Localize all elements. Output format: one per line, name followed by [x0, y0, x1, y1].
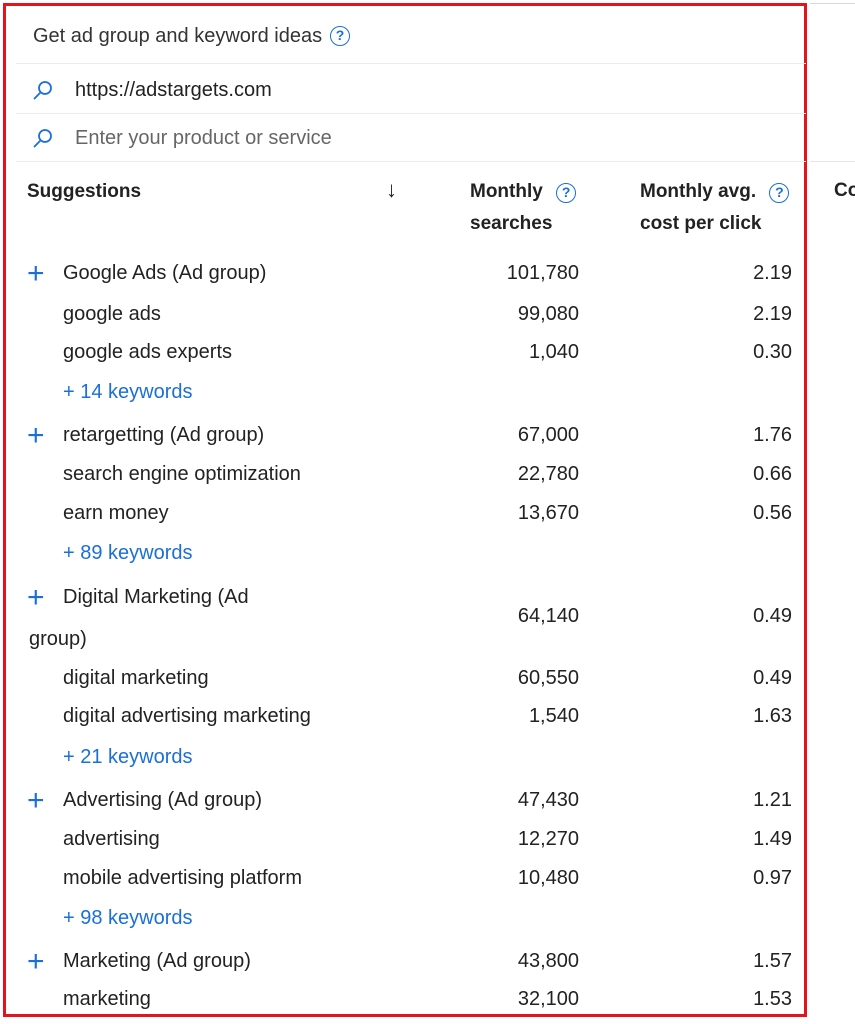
- search-icon: [16, 79, 56, 101]
- keyword-name[interactable]: earn money: [63, 502, 169, 524]
- add-icon[interactable]: +: [27, 945, 45, 978]
- column-header-avg-cpc[interactable]: Monthly avg. ? cost per click: [640, 176, 790, 240]
- avg-cpc: 2.19: [753, 262, 792, 284]
- avg-cpc: 0.66: [753, 463, 792, 485]
- keyword-name[interactable]: google ads experts: [63, 341, 233, 363]
- avg-cpc: 1.63: [753, 705, 792, 727]
- ad-group-name[interactable]: Advertising (Ad group): [63, 789, 262, 811]
- monthly-searches: 47,430: [517, 789, 579, 811]
- sort-down-icon[interactable]: ↓: [386, 177, 397, 202]
- monthly-searches: 32,100: [517, 988, 579, 1010]
- ad-group-name[interactable]: Google Ads (Ad group): [63, 262, 267, 284]
- avg-cpc: 1.76: [753, 424, 792, 446]
- monthly-searches: 101,780: [506, 262, 579, 284]
- more-keywords-link[interactable]: + 14 keywords: [63, 381, 193, 403]
- monthly-searches: 22,780: [517, 463, 579, 485]
- monthly-searches: 10,480: [517, 867, 579, 889]
- url-search-row[interactable]: https://adstargets.com: [16, 66, 806, 114]
- avg-cpc: 1.57: [753, 950, 792, 972]
- avg-cpc: 1.49: [753, 828, 792, 850]
- more-keywords-link[interactable]: + 21 keywords: [63, 746, 193, 768]
- monthly-searches: 64,140: [517, 605, 579, 627]
- help-icon[interactable]: ?: [330, 26, 351, 46]
- monthly-searches: 13,670: [517, 502, 579, 524]
- keyword-name[interactable]: search engine optimization: [63, 463, 301, 485]
- highlight-frame: [3, 3, 807, 1017]
- monthly-searches: 1,540: [528, 705, 579, 727]
- avg-cpc: 1.53: [753, 988, 792, 1010]
- ad-group-name[interactable]: Marketing (Ad group): [63, 950, 251, 972]
- search-icon: [16, 127, 56, 149]
- divider: [16, 113, 806, 114]
- monthly-searches: 12,270: [517, 828, 579, 850]
- column-header-label: Monthly: [470, 181, 543, 202]
- column-header-competition[interactable]: Co: [834, 180, 855, 201]
- monthly-searches: 60,550: [517, 667, 579, 689]
- monthly-searches: 1,040: [528, 341, 579, 363]
- ad-group-name[interactable]: Digital Marketing (Ad: [63, 586, 249, 608]
- more-keywords-link[interactable]: + 89 keywords: [63, 542, 193, 564]
- keyword-name[interactable]: google ads: [63, 303, 161, 325]
- help-icon[interactable]: ?: [556, 183, 577, 203]
- column-header-label: searches: [470, 213, 553, 234]
- ad-group-name[interactable]: retargetting (Ad group): [63, 424, 265, 446]
- keyword-name[interactable]: digital marketing: [63, 667, 209, 689]
- monthly-searches: 43,800: [517, 950, 579, 972]
- column-header-monthly-searches[interactable]: Monthly ? searches: [470, 176, 577, 240]
- ad-group-name-continued[interactable]: group): [29, 628, 87, 650]
- avg-cpc: 0.56: [753, 502, 792, 524]
- product-search-row[interactable]: [16, 114, 806, 162]
- column-header-suggestions[interactable]: Suggestions: [27, 181, 142, 202]
- more-keywords-link[interactable]: + 98 keywords: [63, 907, 193, 929]
- column-header-label: cost per click: [640, 213, 762, 234]
- divider: [810, 161, 855, 162]
- add-icon[interactable]: +: [27, 784, 45, 817]
- help-icon[interactable]: ?: [769, 183, 790, 203]
- add-icon[interactable]: +: [27, 419, 45, 452]
- avg-cpc: 2.19: [753, 303, 792, 325]
- add-icon[interactable]: +: [27, 581, 45, 614]
- avg-cpc: 0.30: [753, 341, 792, 363]
- avg-cpc: 1.21: [753, 789, 792, 811]
- column-header-label: Monthly avg.: [640, 181, 757, 202]
- keyword-name[interactable]: digital advertising marketing: [63, 705, 311, 727]
- keyword-name[interactable]: mobile advertising platform: [63, 867, 302, 889]
- divider: [16, 63, 806, 64]
- monthly-searches: 99,080: [517, 303, 579, 325]
- url-field[interactable]: https://adstargets.com: [75, 78, 272, 101]
- monthly-searches: 67,000: [517, 424, 579, 446]
- add-icon[interactable]: +: [27, 257, 45, 290]
- divider: [810, 3, 855, 4]
- avg-cpc: 0.49: [753, 667, 792, 689]
- keyword-name[interactable]: advertising: [63, 828, 160, 850]
- avg-cpc: 0.49: [753, 605, 792, 627]
- panel-title: Get ad group and keyword ideas: [33, 24, 323, 47]
- divider: [16, 161, 806, 162]
- product-input[interactable]: [75, 126, 675, 150]
- keyword-name[interactable]: marketing: [63, 988, 151, 1010]
- panel-header: Get ad group and keyword ideas ?: [16, 10, 806, 62]
- avg-cpc: 0.97: [753, 867, 792, 889]
